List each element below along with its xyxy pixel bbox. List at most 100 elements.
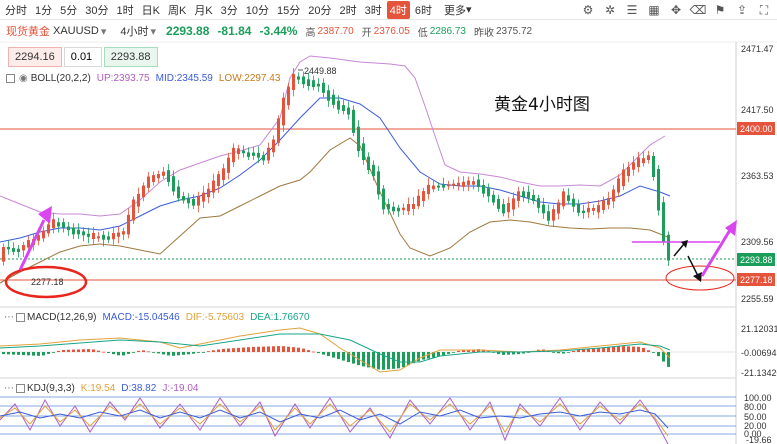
macd-bar — [452, 352, 455, 353]
candle — [507, 202, 510, 213]
macd-bar — [412, 352, 415, 364]
symbol-name[interactable]: 现货黄金 — [6, 26, 50, 38]
candle — [577, 204, 580, 213]
candle — [237, 148, 240, 154]
gear-icon[interactable]: ✲ — [604, 3, 616, 17]
flag-icon[interactable]: ⚑ — [714, 3, 726, 17]
macd-bar — [372, 352, 375, 369]
collapse-toggle-icon[interactable] — [16, 383, 25, 393]
share-icon[interactable]: ⇪ — [736, 3, 748, 17]
target-circle-annotation — [665, 265, 735, 291]
candle — [62, 222, 65, 228]
more-dots-icon[interactable]: ⋯ — [4, 382, 14, 394]
macd-histogram — [2, 346, 670, 370]
candle — [432, 185, 435, 190]
kdj-tick: 50.00 — [744, 412, 767, 422]
timeframe-tab[interactable]: 3时 — [364, 4, 382, 17]
macd-bar — [522, 352, 525, 354]
symbol-code[interactable]: XAUUSD — [53, 25, 99, 37]
candle — [357, 126, 360, 152]
candle — [317, 83, 320, 87]
more-label: 更多 — [444, 4, 467, 17]
timeframe-tab[interactable]: 20分 — [308, 4, 332, 17]
timeframe-tab[interactable]: 日K — [141, 4, 160, 17]
macd-dea-line — [0, 333, 671, 363]
macd-bar — [187, 352, 190, 355]
timeframe-bar: 分时 1分 5分 30分 1时 日K 周K 月K 3分 10分 15分 20分 2时 3时 4时 6时 更多 ▾… — [0, 0, 777, 20]
drag-icon[interactable]: ✥ — [670, 3, 682, 17]
chevron-down-icon[interactable]: ▾ — [150, 25, 157, 38]
timeframe-tab[interactable]: 月K — [194, 4, 213, 17]
price-tick: 2363.53 — [741, 171, 774, 181]
up-arrow-left — [18, 219, 46, 271]
collapse-toggle-icon[interactable] — [6, 73, 15, 83]
candle — [212, 180, 215, 193]
eye-icon[interactable]: ◉ — [19, 72, 28, 84]
timeframe-tab[interactable]: 4时 — [386, 0, 410, 19]
candle — [502, 204, 505, 214]
quantity-input[interactable] — [63, 47, 102, 67]
candle — [412, 203, 415, 209]
timeframe-tab[interactable]: 1分 — [35, 4, 53, 17]
candle — [417, 195, 420, 207]
candle — [172, 176, 175, 192]
macd-bar — [337, 352, 340, 360]
price-tick: 2255.59 — [741, 294, 774, 304]
quote-info-row: 现货黄金 XAUUSD ▾ 4小时 ▾ 2293.88 -81.84 -3.44… — [0, 21, 740, 41]
timeframe-tab[interactable]: 10分 — [245, 4, 270, 17]
collapse-toggle-icon[interactable] — [16, 312, 25, 322]
low-label: 低 — [417, 27, 428, 39]
timeframe-tab[interactable]: 30分 — [85, 4, 109, 17]
kdj-label[interactable]: KDJ(9,3,3) — [27, 382, 75, 394]
candle — [262, 155, 265, 161]
timeframe-tab[interactable]: 2时 — [339, 4, 357, 17]
kdj-j-value: J:-19.04 — [162, 382, 199, 394]
expand-icon[interactable]: ⛶ — [759, 2, 769, 17]
macd-bar — [497, 352, 500, 355]
buy-price-button[interactable]: 2293.88 — [103, 47, 158, 67]
macd-bar — [617, 346, 620, 352]
chart-annotation-title: 黄金4小时图 — [494, 95, 590, 115]
macd-bar — [107, 352, 110, 353]
macd-bar — [582, 348, 585, 352]
macd-bar — [142, 350, 145, 352]
macd-bar — [312, 351, 315, 353]
candle — [207, 188, 210, 198]
more-timeframes-button[interactable]: 更多 ▾ — [441, 1, 475, 19]
timeframe-tab[interactable]: 周K — [167, 4, 187, 17]
period-select[interactable]: 4小时 — [120, 26, 149, 38]
boll-legend: ◉ BOLL(20,2,2) UP:2393.75 MID:2345.59 LO… — [6, 71, 280, 85]
grid-icon[interactable]: ▦ — [648, 3, 660, 17]
timeframe-tab[interactable]: 3分 — [220, 4, 238, 17]
timeframe-tab[interactable]: 分时 — [5, 4, 27, 17]
candle — [392, 206, 395, 212]
settings-icon[interactable]: ⚙ — [582, 3, 594, 17]
candle — [332, 94, 335, 105]
candle — [177, 186, 180, 199]
macd-bar — [507, 352, 510, 355]
timeframe-tab[interactable]: 5分 — [60, 4, 78, 17]
macd-bar — [387, 352, 390, 370]
chevron-down-icon[interactable]: ▾ — [100, 25, 107, 38]
macd-bar — [477, 349, 480, 352]
more-dots-icon[interactable]: ⋯ — [4, 311, 14, 323]
macd-bar — [72, 349, 75, 352]
timeframe-tab[interactable]: 6时 — [414, 4, 433, 17]
sell-price-button[interactable]: 2294.16 — [8, 47, 62, 67]
high-label: 高 — [305, 27, 316, 39]
candle — [607, 197, 610, 205]
current-price-tag-bg — [737, 253, 775, 266]
candle — [387, 203, 390, 210]
candle — [257, 152, 260, 158]
boll-label[interactable]: BOLL(20,2,2) — [30, 72, 91, 84]
list-icon[interactable]: ☰ — [626, 3, 638, 17]
high-marker-label: 2449.88 — [304, 66, 337, 76]
candle — [492, 194, 495, 203]
macd-bar — [627, 346, 630, 352]
boll-low-value: LOW:2297.43 — [218, 72, 281, 84]
eraser-icon[interactable]: ⌫ — [689, 3, 707, 17]
timeframe-tab[interactable]: 1时 — [116, 4, 134, 17]
timeframe-tab[interactable]: 15分 — [277, 4, 301, 17]
macd-label[interactable]: MACD(12,26,9) — [27, 311, 97, 323]
